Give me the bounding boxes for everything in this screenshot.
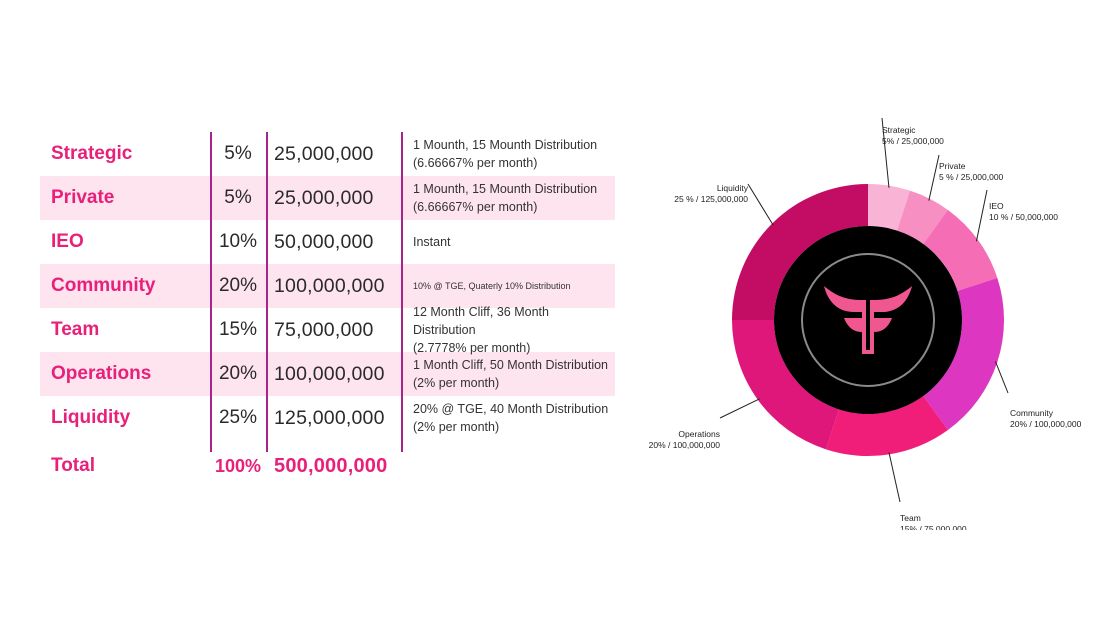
allocation-tokens: 25,000,000 (274, 142, 374, 165)
leader-line (881, 117, 890, 188)
column-divider (210, 132, 212, 452)
leader-line (719, 398, 760, 419)
slice-label: Operations (678, 429, 720, 439)
allocation-vesting: 20% @ TGE, 40 Month Distribution (2% per… (413, 402, 609, 434)
slice-value-label: 15% / 75,000,000 (900, 524, 967, 530)
leader-line (928, 154, 940, 201)
slice-ieo (923, 209, 998, 291)
allocation-vesting: 1 Mounth, 15 Mounth Distribution (6.6666… (413, 138, 598, 170)
allocation-percent: 5% (224, 143, 252, 164)
allocation-name: Liquidity (51, 407, 131, 428)
slice-label: Liquidity (717, 183, 749, 193)
table-row: Liquidity 25% 125,000,000 20% @ TGE, 40 Mon… (40, 396, 615, 440)
table-row: Operations 20% 100,000,000 1 Month Cliff, 5… (40, 352, 615, 396)
allocation-tokens: 75,000,000 (274, 318, 374, 341)
allocation-vesting: 1 Month Cliff, 50 Month Distribution (2%… (413, 358, 609, 390)
allocation-vesting: 1 Mounth, 15 Mounth Distribution (6.6666… (413, 182, 598, 214)
allocation-name: Team (51, 319, 100, 340)
slice-label: Strategic (882, 125, 916, 135)
allocation-vesting: Instant (413, 235, 451, 249)
ff-logo-icon (824, 286, 912, 354)
slice-label: Community (1010, 408, 1054, 418)
slice-liquidity (732, 184, 868, 320)
allocation-tokens: 100,000,000 (274, 274, 385, 297)
allocation-name: Community (51, 275, 156, 296)
table-row: Private 5% 25,000,000 1 Mounth, 15 Mounth D… (40, 176, 615, 220)
allocation-percent: 10% (218, 231, 258, 252)
slice-team (825, 396, 948, 456)
allocation-percent: 20% (218, 363, 258, 384)
slice-value-label: 5% / 25,000,000 (882, 136, 944, 146)
slice-value-label: 5 % / 25,000,000 (939, 172, 1004, 182)
slice-value-label: 20% / 100,000,000 (649, 440, 721, 450)
slice-label: IEO (989, 201, 1004, 211)
slice-community (923, 277, 1004, 431)
table-row: Team 15% 75,000,000 12 Month Cliff, 36 Mont… (40, 305, 615, 355)
slice-operations (732, 320, 839, 450)
allocation-name: IEO (51, 231, 84, 252)
allocation-vesting: 10% @ TGE, Quaterly 10% Distribution (413, 281, 571, 291)
leader-line (888, 452, 901, 503)
allocation-name: Private (51, 187, 115, 208)
allocation-percent: 15% (218, 319, 258, 340)
allocation-name: Strategic (51, 143, 133, 164)
leader-line (747, 183, 774, 226)
slice-value-label: 10 % / 50,000,000 (989, 212, 1058, 222)
allocation-tokens: 50,000,000 (274, 230, 374, 253)
slice-value-label: 20% / 100,000,000 (1010, 419, 1082, 429)
leader-line (994, 361, 1009, 394)
table-row: Strategic 5% 25,000,000 1 Mounth, 15 Mounth… (40, 132, 615, 176)
leader-line (975, 189, 988, 242)
allocation-percent: 5% (224, 187, 252, 208)
allocation-percent: 25% (218, 407, 258, 428)
slice-label: Private (939, 161, 966, 171)
allocation-table: Strategic 5% 25,000,000 1 Mounth, 15 Mounth… (40, 132, 615, 492)
allocation-tokens: 125,000,000 (274, 406, 385, 429)
total-percent: 100% (214, 455, 262, 476)
slice-private (897, 190, 948, 244)
allocation-tokens: 100,000,000 (274, 362, 385, 385)
center-ring (801, 253, 935, 387)
allocation-tokens: 25,000,000 (274, 186, 374, 209)
column-divider (266, 132, 268, 452)
table-row: IEO 10% 50,000,000 Instant (40, 220, 615, 264)
allocation-percent: 20% (218, 275, 258, 296)
slice-strategic (868, 184, 911, 231)
table-row: Community 20% 100,000,000 10% @ TGE, Quater… (40, 264, 615, 308)
slice-value-label: 25 % / 125,000,000 (674, 194, 748, 204)
total-tokens: 500,000,000 (274, 454, 388, 477)
total-row: Total 100% 500,000,000 (40, 440, 615, 492)
column-divider (401, 132, 403, 452)
slice-label: Team (900, 513, 921, 523)
allocation-vesting: 12 Month Cliff, 36 Month Distribution (2… (413, 305, 549, 355)
allocation-name: Operations (51, 363, 152, 384)
total-label: Total (51, 455, 95, 476)
